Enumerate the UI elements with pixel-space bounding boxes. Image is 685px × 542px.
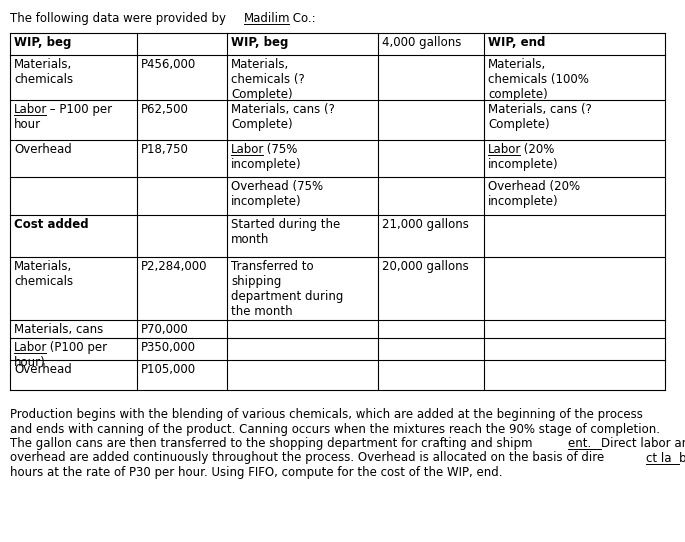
Text: hour: hour (14, 118, 41, 131)
Text: bor: bor (679, 451, 685, 464)
Text: – P100 per: – P100 per (47, 103, 112, 116)
Text: The following data were provided by: The following data were provided by (10, 12, 229, 25)
Text: P350,000: P350,000 (141, 341, 196, 354)
Text: 4,000 gallons: 4,000 gallons (382, 36, 462, 49)
Text: Materials,
chemicals: Materials, chemicals (14, 58, 73, 86)
Text: ct la: ct la (647, 451, 672, 464)
Text: Materials, cans: Materials, cans (14, 323, 103, 336)
Text: WIP, end: WIP, end (488, 36, 545, 49)
Text: P2,284,000: P2,284,000 (141, 260, 208, 273)
Text: WIP, beg: WIP, beg (14, 36, 71, 49)
Text: 21,000 gallons: 21,000 gallons (382, 218, 469, 231)
Text: P456,000: P456,000 (141, 58, 196, 71)
Text: WIP, beg: WIP, beg (231, 36, 288, 49)
Text: P70,000: P70,000 (141, 323, 189, 336)
Text: Transferred to
shipping
department during
the month: Transferred to shipping department durin… (231, 260, 343, 318)
Text: (75%: (75% (264, 143, 298, 156)
Text: 20,000 gallons: 20,000 gallons (382, 260, 469, 273)
Text: and ends with canning of the product. Canning occurs when the mixtures reach the: and ends with canning of the product. Ca… (10, 423, 660, 436)
Text: ent.: ent. (569, 437, 595, 450)
Text: Materials,
chemicals (100%
complete): Materials, chemicals (100% complete) (488, 58, 589, 101)
Text: overhead are added continuously throughout the process. Overhead is allocated on: overhead are added continuously througho… (10, 451, 604, 464)
Text: P105,000: P105,000 (141, 363, 196, 376)
Text: Overhead (75%
incomplete): Overhead (75% incomplete) (231, 180, 323, 208)
Text: Materials,
chemicals: Materials, chemicals (14, 260, 73, 288)
Text: Materials,
chemicals (?
Complete): Materials, chemicals (? Complete) (231, 58, 305, 101)
Text: hour): hour) (14, 356, 46, 369)
Text: Materials, cans (?
Complete): Materials, cans (? Complete) (231, 103, 335, 131)
Text: Overhead: Overhead (14, 363, 72, 376)
Text: incomplete): incomplete) (488, 158, 559, 171)
Text: hours at the rate of P30 per hour. Using FIFO, compute for the cost of the WIP, : hours at the rate of P30 per hour. Using… (10, 466, 503, 479)
Text: Labor: Labor (14, 103, 47, 116)
Text: Labor: Labor (488, 143, 521, 156)
Text: incomplete): incomplete) (231, 158, 301, 171)
Text: Materials, cans (?
Complete): Materials, cans (? Complete) (488, 103, 592, 131)
Text: Labor: Labor (231, 143, 264, 156)
Text: Started during the
month: Started during the month (231, 218, 340, 246)
Text: Direct labor and: Direct labor and (601, 437, 685, 450)
Text: Overhead (20%
incomplete): Overhead (20% incomplete) (488, 180, 580, 208)
Text: Production begins with the blending of various chemicals, which are added at the: Production begins with the blending of v… (10, 408, 643, 421)
Text: Overhead: Overhead (14, 143, 72, 156)
Text: (P100 per: (P100 per (47, 341, 108, 354)
Text: The gallon cans are then transferred to the shopping department for crafting and: The gallon cans are then transferred to … (10, 437, 532, 450)
Text: P18,750: P18,750 (141, 143, 189, 156)
Text: (20%: (20% (521, 143, 555, 156)
Text: P62,500: P62,500 (141, 103, 189, 116)
Text: Labor: Labor (14, 341, 47, 354)
Text: Cost added: Cost added (14, 218, 88, 231)
Text: Co.:: Co.: (289, 12, 316, 25)
Text: Madilim: Madilim (244, 12, 290, 25)
